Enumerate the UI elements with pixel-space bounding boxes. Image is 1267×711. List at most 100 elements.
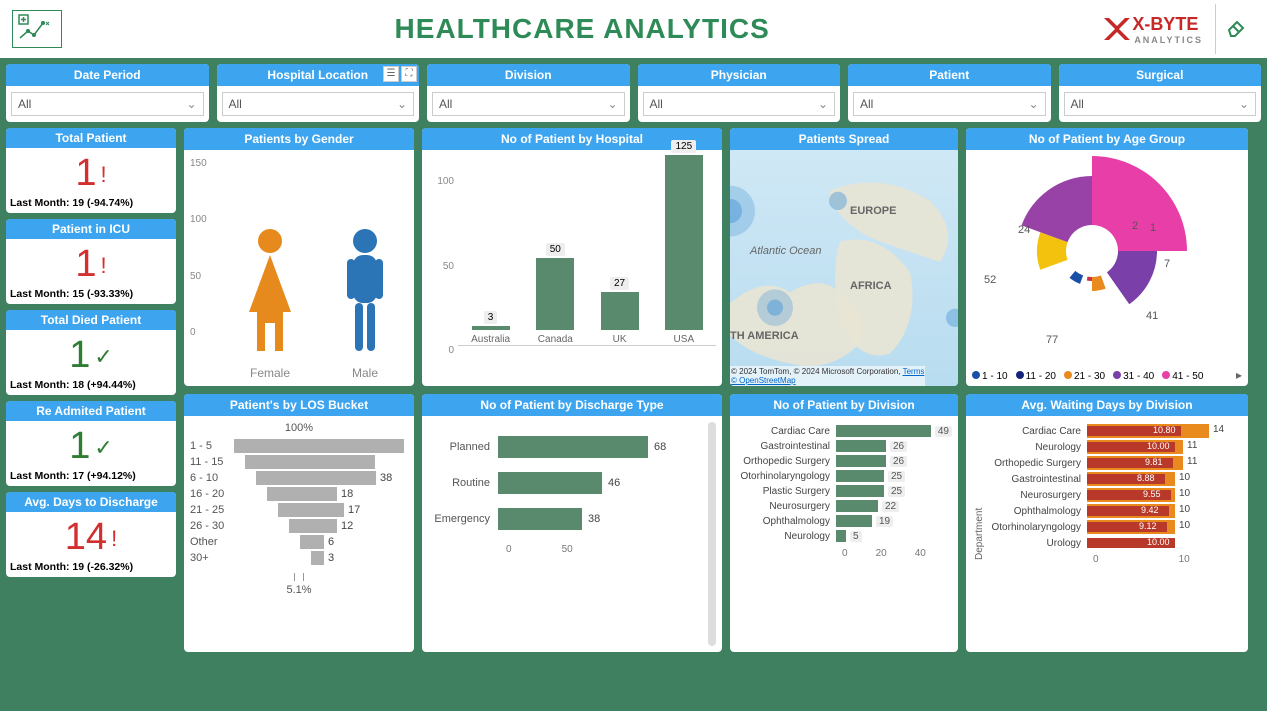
row-value: 19 [876, 516, 893, 527]
row-label: Otorhinolaryngology [736, 471, 836, 482]
y-axis: 150100500 [190, 158, 207, 338]
los-bar [256, 471, 376, 485]
los-row: 1 - 5 [190, 439, 408, 453]
filter-select[interactable]: All [222, 92, 415, 116]
filter-select[interactable]: All [11, 92, 204, 116]
page-title: HEALTHCARE ANALYTICS [62, 13, 1102, 45]
row-label: Urology [987, 538, 1087, 549]
value-primary: 8.88 [1137, 473, 1155, 483]
kpi-title: Total Patient [6, 128, 176, 148]
division-row: Neurology5 [736, 530, 952, 542]
los-label: 26 - 30 [190, 520, 234, 532]
row-value: 26 [890, 441, 907, 452]
row-label: Gastrointestinal [736, 441, 836, 452]
kpi-title: Re Admited Patient [6, 401, 176, 421]
world-map[interactable]: EUROPEAtlantic OceanAFRICATH AMERICA © 2… [730, 150, 958, 386]
waiting-row: Gastrointestinal 8.88 10 [987, 472, 1242, 486]
bar-value: 50 [546, 243, 565, 256]
waiting-card: Avg. Waiting Days by Division Department… [966, 394, 1248, 652]
y-axis-label: Department [972, 422, 987, 646]
row-label: Orthopedic Surgery [736, 456, 836, 467]
osm-link[interactable]: © OpenStreetMap [731, 376, 796, 385]
discharge-row: Planned68 [428, 436, 708, 458]
kpi-value: 1! [6, 239, 176, 286]
row-label: Ophthalmology [987, 506, 1087, 517]
kpi-value: 1! [6, 148, 176, 195]
bar [536, 258, 574, 330]
kpi-title: Total Died Patient [6, 310, 176, 330]
chart-grid: Patients by Gender 150100500 FemaleMale … [184, 128, 1261, 652]
bars: 3Australia50Canada27UK125USA [458, 166, 716, 346]
value-primary: 9.81 [1145, 457, 1163, 467]
filter-select[interactable]: All [853, 92, 1046, 116]
value-secondary: 10 [1179, 472, 1190, 483]
x-axis: 02040 [842, 548, 952, 559]
x-axis: 050 [506, 544, 708, 555]
bottom-label: 5.1% [190, 572, 408, 596]
filter-select[interactable]: All [432, 92, 625, 116]
legend-item[interactable]: 11 - 20 [1016, 371, 1056, 382]
row-bar [836, 455, 886, 467]
los-bar [278, 503, 344, 517]
los-label: 16 - 20 [190, 488, 234, 500]
division-row: Neurosurgery22 [736, 500, 952, 512]
kpi-title: Patient in ICU [6, 219, 176, 239]
terms-link[interactable]: Terms [903, 367, 925, 376]
row-bar [836, 425, 931, 437]
row-bar [836, 530, 846, 542]
los-bar [300, 535, 324, 549]
row-label: Planned [428, 441, 498, 453]
filter-date-period: Date Period All [6, 64, 209, 122]
los-bar [267, 487, 337, 501]
donut-chart [972, 156, 1192, 356]
map-attribution: © 2024 TomTom, © 2024 Microsoft Corporat… [730, 366, 925, 386]
legend-item[interactable]: 31 - 40 [1113, 371, 1154, 382]
los-label: 11 - 15 [190, 456, 234, 468]
los-value: 17 [348, 504, 360, 516]
bar-canada: 50Canada [536, 243, 574, 345]
scrollbar[interactable] [708, 422, 716, 646]
filter-expand-icon[interactable]: ⛶ [401, 66, 417, 82]
los-row: Other6 [190, 535, 408, 549]
kpi-card: Total Patient 1! Last Month: 19 (-94.74%… [6, 128, 176, 213]
bar-value: 125 [671, 140, 696, 153]
x-axis: 010 [1093, 554, 1242, 565]
card-title: No of Patient by Discharge Type [422, 394, 722, 416]
division-row: Ophthalmology19 [736, 515, 952, 527]
kpi-column: Total Patient 1! Last Month: 19 (-94.74%… [6, 128, 176, 652]
gender-male: Male [339, 227, 391, 380]
legend-more-icon[interactable]: ▸ [1236, 368, 1242, 382]
y-axis: 100500 [428, 176, 454, 356]
legend-item[interactable]: 1 - 10 [972, 371, 1008, 382]
row-label: Neurosurgery [987, 490, 1087, 501]
row-label: Neurology [736, 531, 836, 542]
filter-label: Date Period [6, 64, 209, 86]
row-bar [836, 470, 884, 482]
division-card: No of Patient by Division Cardiac Care49… [730, 394, 958, 652]
kpi-card: Patient in ICU 1! Last Month: 15 (-93.33… [6, 219, 176, 304]
bar-australia: 3Australia [471, 311, 510, 345]
filter-select[interactable]: All [1064, 92, 1257, 116]
top-label: 100% [190, 422, 408, 434]
discharge-card: No of Patient by Discharge Type Planned6… [422, 394, 722, 652]
legend-item[interactable]: 21 - 30 [1064, 371, 1105, 382]
los-bar [289, 519, 337, 533]
row-value: 22 [882, 501, 899, 512]
row-value: 25 [888, 486, 905, 497]
card-title: Avg. Waiting Days by Division [966, 394, 1248, 416]
waiting-row: Cardiac Care 10.80 14 [987, 424, 1242, 438]
los-label: 6 - 10 [190, 472, 234, 484]
slice-value: 7 [1164, 258, 1170, 270]
gender-card: Patients by Gender 150100500 FemaleMale [184, 128, 414, 386]
los-bar [311, 551, 324, 565]
kpi-subtitle: Last Month: 18 (+94.44%) [6, 377, 176, 395]
filter-physician: Physician All [638, 64, 841, 122]
row-bar [836, 515, 872, 527]
filter-menu-icon[interactable]: ☰ [383, 66, 399, 82]
row-label: Emergency [428, 513, 498, 525]
filter-select[interactable]: All [643, 92, 836, 116]
los-value: 12 [341, 520, 353, 532]
map-label: AFRICA [850, 280, 892, 292]
legend-item[interactable]: 41 - 50 [1162, 371, 1203, 382]
clear-filters-button[interactable] [1215, 4, 1255, 54]
